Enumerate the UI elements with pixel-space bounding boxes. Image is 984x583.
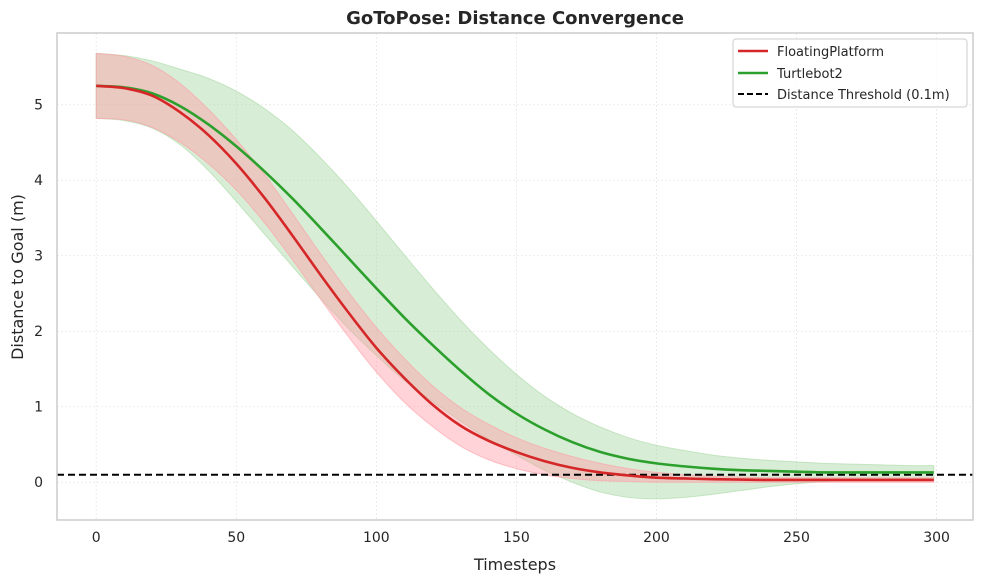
x-tick-label: 200 [643,530,670,546]
line-floatingplatform [96,84,934,482]
x-tick-label: 300 [923,530,950,546]
legend-label-threshold: Distance Threshold (0.1m) [777,88,950,103]
chart-title: GoToPose: Distance Convergence [346,8,684,29]
x-tick-label: 250 [783,530,810,546]
y-tick-label: 0 [34,475,43,491]
legend-label-turtlebot2: Turtlebot2 [776,67,843,82]
tick-labels: 0 50 100 150 200 250 300 0 1 2 3 4 5 [34,98,950,546]
grid [57,33,973,520]
x-tick-label: 0 [92,530,101,546]
x-tick-label: 50 [227,530,245,546]
line-turtlebot2 [96,84,934,474]
x-axis-label: Timesteps [473,555,556,574]
plot-frame [56,32,974,521]
y-tick-label: 4 [34,173,43,189]
plot-area [57,33,973,520]
legend: FloatingPlatform Turtlebot2 Distance Thr… [732,38,968,108]
x-tick-label: 150 [503,530,530,546]
legend-label-floatingplatform: FloatingPlatform [777,45,884,60]
y-axis-label: Distance to Goal (m) [8,194,27,360]
x-tick-label: 100 [363,530,390,546]
series-lines [57,84,973,482]
legend-box [732,38,968,108]
y-tick-label: 3 [34,249,43,265]
band-floatingplatform [95,52,935,483]
y-tick-label: 2 [34,324,43,340]
y-tick-label: 1 [34,400,43,416]
y-tick-label: 5 [34,98,43,114]
